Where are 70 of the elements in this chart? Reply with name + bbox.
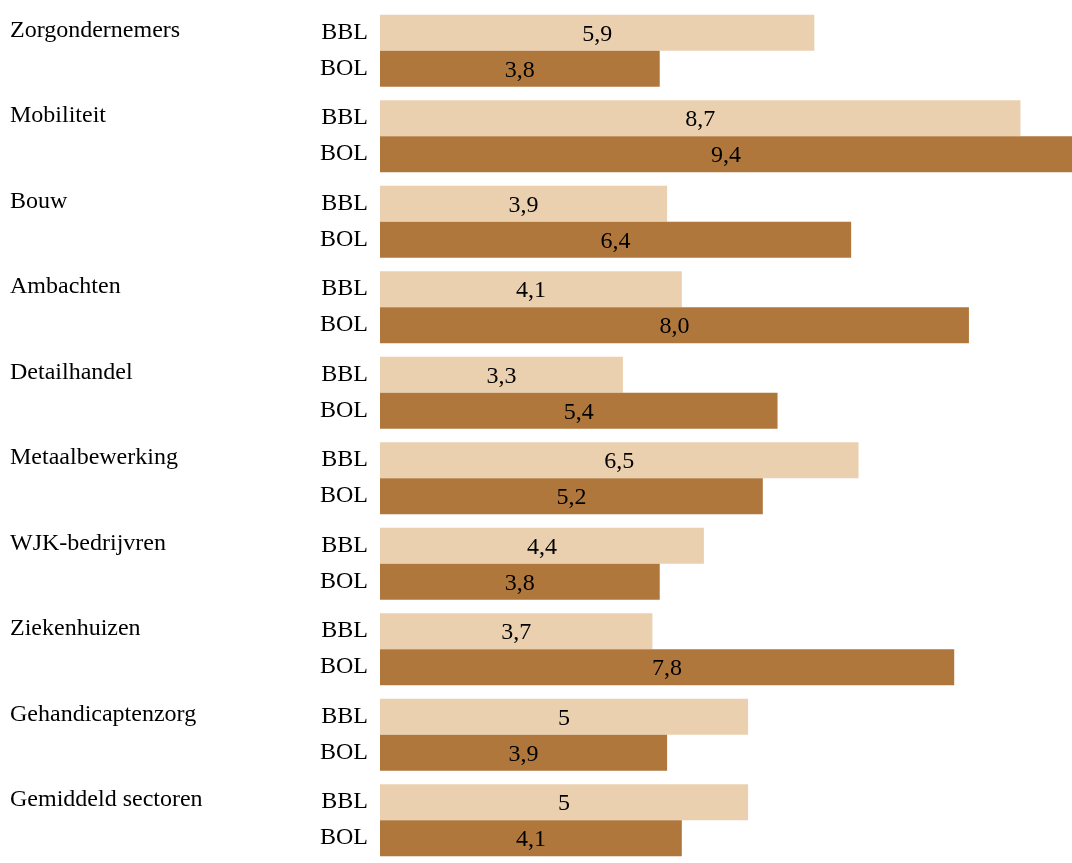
bar [380,136,1072,173]
data-label: 5,2 [556,483,587,510]
bar [380,392,778,429]
text: BOL [320,310,368,337]
text: BBL [321,616,369,643]
data-label: 4,1 [515,825,546,852]
data-label: 8,7 [685,105,716,132]
bar [380,734,668,771]
bar [380,100,1021,137]
bar [380,221,852,258]
text: BBL [321,701,369,728]
data-label: 5 [558,703,571,730]
data-label: 4,1 [515,276,546,303]
text: BBL [321,530,369,557]
data-label: 3,9 [508,739,539,766]
bar [380,527,704,564]
data-label: 3,9 [508,190,539,217]
data-label: 6,4 [600,226,631,253]
bar [380,613,653,650]
y-tick-label: Bouw [10,186,69,213]
bar [380,478,763,515]
bar [380,50,660,87]
text: BOL [320,737,368,764]
text: BOL [320,481,368,508]
text: BOL [320,823,368,850]
y-tick-label: Metaalbewerking [10,443,178,470]
bar [380,271,682,308]
bar [380,563,660,600]
text: BBL [321,359,369,386]
data-label: 6,5 [604,447,635,474]
series-label: BBL [321,17,369,44]
data-label: 3,8 [504,55,535,82]
bar [380,185,668,222]
text: BOL [320,395,368,422]
text: BBL [321,103,369,130]
text: BBL [321,787,369,814]
text: BBL [321,188,369,215]
series-label: BOL [320,53,368,80]
data-label: 5,4 [563,397,594,424]
y-tick-label: Zorgondernemers [10,15,181,42]
text: BBL [321,445,369,472]
y-tick-label: Ambachten [10,272,121,299]
data-label: 8,0 [659,312,690,339]
data-label: 7,8 [652,654,683,681]
y-tick-label: Ziekenhuizen [10,614,141,641]
y-tick-label: Detailhandel [10,357,133,384]
data-label: 3,8 [504,568,535,595]
bar [380,356,623,393]
bar [380,820,682,857]
data-label: 5 [558,789,571,816]
bar [380,698,749,735]
text: BOL [320,566,368,593]
bar [380,307,969,344]
y-tick-label: Gehandicaptenzorg [10,699,197,726]
data-label: 4,4 [526,532,557,559]
data-label: 3,3 [486,361,517,388]
data-label: 3,7 [501,618,532,645]
y-tick-label: Mobiliteit [10,101,107,128]
text: BOL [320,224,368,251]
text: BOL [320,652,368,679]
bar [380,784,749,821]
bar [380,14,815,51]
y-tick-label: Gemiddeld sectoren [10,785,203,812]
data-label: 5,9 [582,19,613,46]
text: BOL [320,139,368,166]
y-tick-label: WJK-bedrijvren [10,528,166,555]
text: BBL [321,274,369,301]
bar [380,442,859,479]
data-label: 9,4 [711,141,741,168]
bar [380,649,955,686]
